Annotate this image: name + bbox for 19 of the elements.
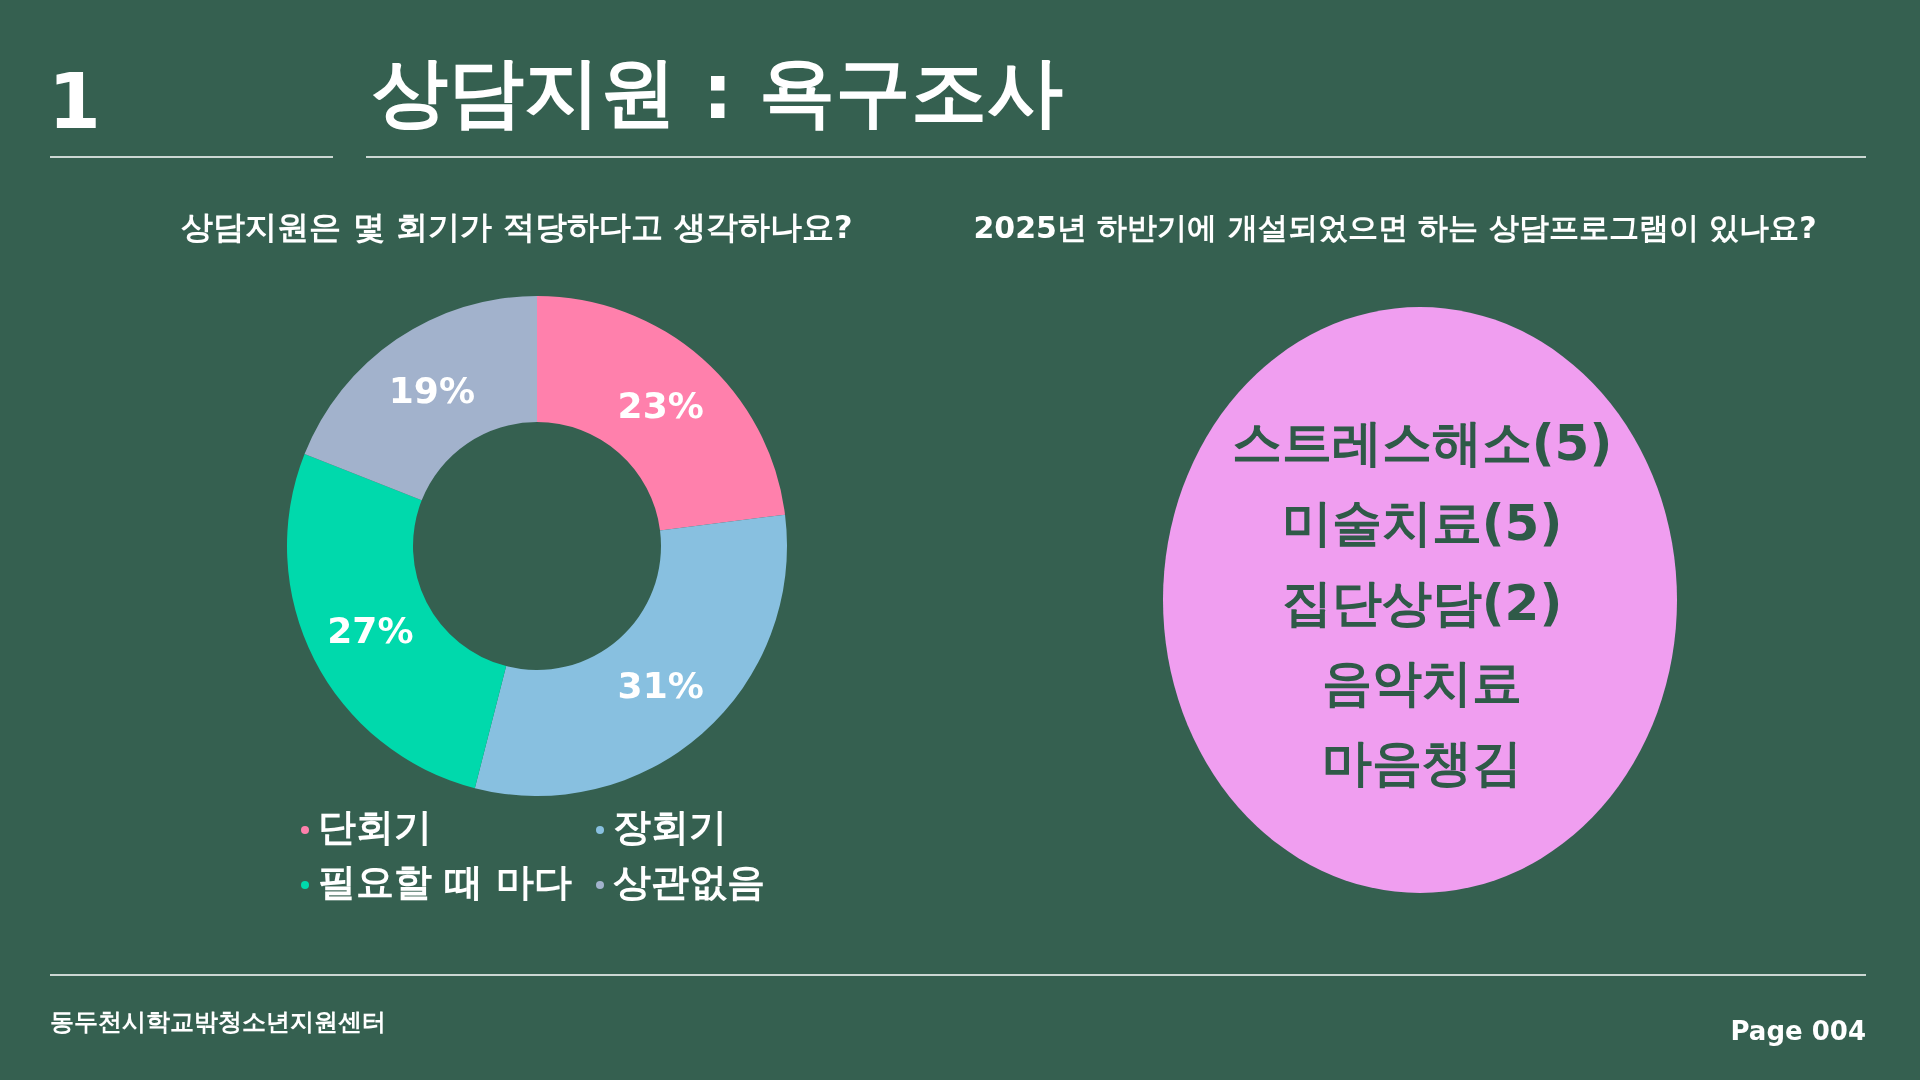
- text: 집단상담(2): [1281, 574, 1563, 632]
- legend-label: 장회기: [613, 805, 727, 849]
- text: 마음챙김: [1322, 734, 1522, 792]
- data-label: 27%: [327, 609, 414, 651]
- legend-label: 단회기: [318, 805, 432, 849]
- chart-title: 상담지원은 몇 회기가 적당하다고 생각하나요?: [181, 208, 853, 246]
- text: 상담지원 : 욕구조사: [372, 47, 1064, 136]
- text: 음악치료: [1322, 654, 1522, 712]
- text: 동두천시학교밖청소년지원센터: [50, 1008, 386, 1036]
- text: 1: [48, 57, 101, 146]
- data-label: 23%: [617, 384, 704, 426]
- text: Page 004: [1730, 1016, 1866, 1046]
- text: 미술치료(5): [1281, 494, 1563, 552]
- legend-label: 상관없음: [613, 860, 765, 904]
- text: 스트레스해소(5): [1231, 414, 1613, 472]
- legend-label: 필요할 때 마다: [318, 860, 573, 904]
- data-label: 31%: [617, 665, 704, 707]
- data-label: 19%: [388, 370, 475, 412]
- text: 2025년 하반기에 개설되었으면 하는 상담프로그램이 있나요?: [973, 210, 1817, 245]
